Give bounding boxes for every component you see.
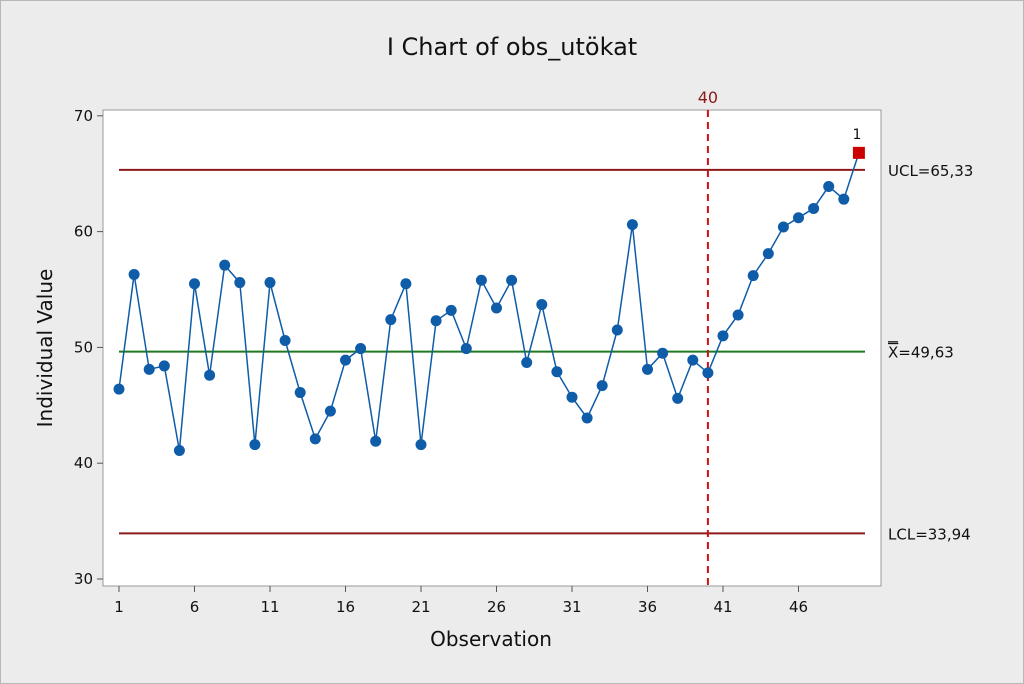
data-point bbox=[294, 387, 306, 399]
data-point bbox=[581, 412, 593, 424]
x-tick-label: 46 bbox=[789, 598, 808, 616]
data-point bbox=[702, 367, 714, 379]
data-point bbox=[521, 356, 533, 368]
x-tick-label: 16 bbox=[336, 598, 355, 616]
x-tick-label: 36 bbox=[638, 598, 657, 616]
data-point bbox=[793, 212, 804, 224]
data-point bbox=[128, 268, 140, 280]
data-point bbox=[234, 277, 246, 289]
data-point bbox=[340, 354, 351, 366]
data-point bbox=[264, 277, 276, 289]
out-of-control-point bbox=[852, 146, 865, 159]
center-value: =49,63 bbox=[898, 344, 954, 362]
data-point bbox=[838, 193, 850, 205]
x-axis-ticks: 1 6 11 16 21 26 31 36 41 46 bbox=[114, 586, 808, 616]
data-point bbox=[460, 343, 472, 355]
data-point bbox=[204, 369, 216, 381]
data-point bbox=[611, 324, 623, 336]
data-point bbox=[173, 444, 185, 456]
out-of-control-points: 1 bbox=[852, 127, 865, 159]
y-tick-label: 40 bbox=[74, 454, 93, 472]
data-point bbox=[626, 219, 638, 231]
y-tick-label: 60 bbox=[74, 223, 93, 241]
data-point bbox=[536, 299, 548, 311]
y-tick-label: 70 bbox=[74, 107, 93, 125]
data-point bbox=[400, 278, 412, 290]
data-point bbox=[777, 221, 789, 233]
y-tick-label: 30 bbox=[74, 570, 93, 588]
plot-area bbox=[102, 109, 882, 587]
y-axis-title: Individual Value bbox=[33, 269, 57, 428]
data-point bbox=[566, 391, 578, 403]
data-point bbox=[430, 315, 442, 327]
x-tick-label: 21 bbox=[411, 598, 430, 616]
data-point bbox=[113, 383, 125, 395]
data-point bbox=[309, 433, 321, 445]
data-point bbox=[717, 330, 729, 342]
data-point bbox=[732, 309, 744, 321]
data-point bbox=[642, 363, 653, 375]
data-point bbox=[385, 314, 397, 326]
x-tick-label: 11 bbox=[260, 598, 279, 616]
ucl-label: UCL=65,33 bbox=[888, 162, 973, 180]
stage-label: 40 bbox=[698, 88, 718, 107]
x-tick-label: 26 bbox=[487, 598, 506, 616]
test-failure-label: 1 bbox=[852, 127, 861, 143]
data-point bbox=[143, 363, 155, 375]
xbar-symbol: X bbox=[888, 344, 898, 362]
data-point bbox=[491, 302, 502, 314]
chart-title: I Chart of obs_utökat bbox=[387, 33, 637, 61]
data-series bbox=[113, 152, 860, 456]
data-point bbox=[324, 405, 336, 417]
center-label: X=49,63 bbox=[888, 344, 954, 362]
data-point bbox=[189, 278, 200, 290]
data-point bbox=[762, 248, 774, 260]
data-point bbox=[158, 360, 170, 372]
data-point bbox=[219, 259, 231, 271]
x-tick-label: 1 bbox=[114, 598, 124, 616]
data-point bbox=[249, 439, 261, 451]
x-tick-label: 41 bbox=[713, 598, 732, 616]
data-point bbox=[747, 270, 759, 282]
data-point bbox=[475, 274, 487, 286]
data-point bbox=[687, 354, 699, 366]
data-point bbox=[355, 343, 367, 355]
data-point bbox=[551, 366, 563, 378]
control-limits: UCL=65,33 X=49,63 LCL=33,94 bbox=[119, 162, 973, 543]
data-point bbox=[279, 334, 291, 346]
lcl-label: LCL=33,94 bbox=[888, 525, 971, 543]
y-axis-ticks: 30 40 50 60 70 bbox=[74, 107, 103, 588]
data-point bbox=[506, 274, 518, 286]
stage-marker: 40 bbox=[698, 88, 718, 586]
data-point bbox=[445, 304, 457, 316]
data-point bbox=[370, 435, 382, 447]
x-tick-label: 6 bbox=[190, 598, 200, 616]
data-point bbox=[823, 180, 835, 192]
data-point bbox=[672, 392, 684, 404]
data-point bbox=[657, 347, 669, 359]
y-tick-label: 50 bbox=[74, 338, 93, 356]
x-axis-title: Observation bbox=[430, 627, 552, 651]
data-point bbox=[415, 439, 427, 451]
data-point bbox=[596, 380, 608, 392]
x-tick-label: 31 bbox=[562, 598, 581, 616]
data-point bbox=[808, 202, 820, 214]
